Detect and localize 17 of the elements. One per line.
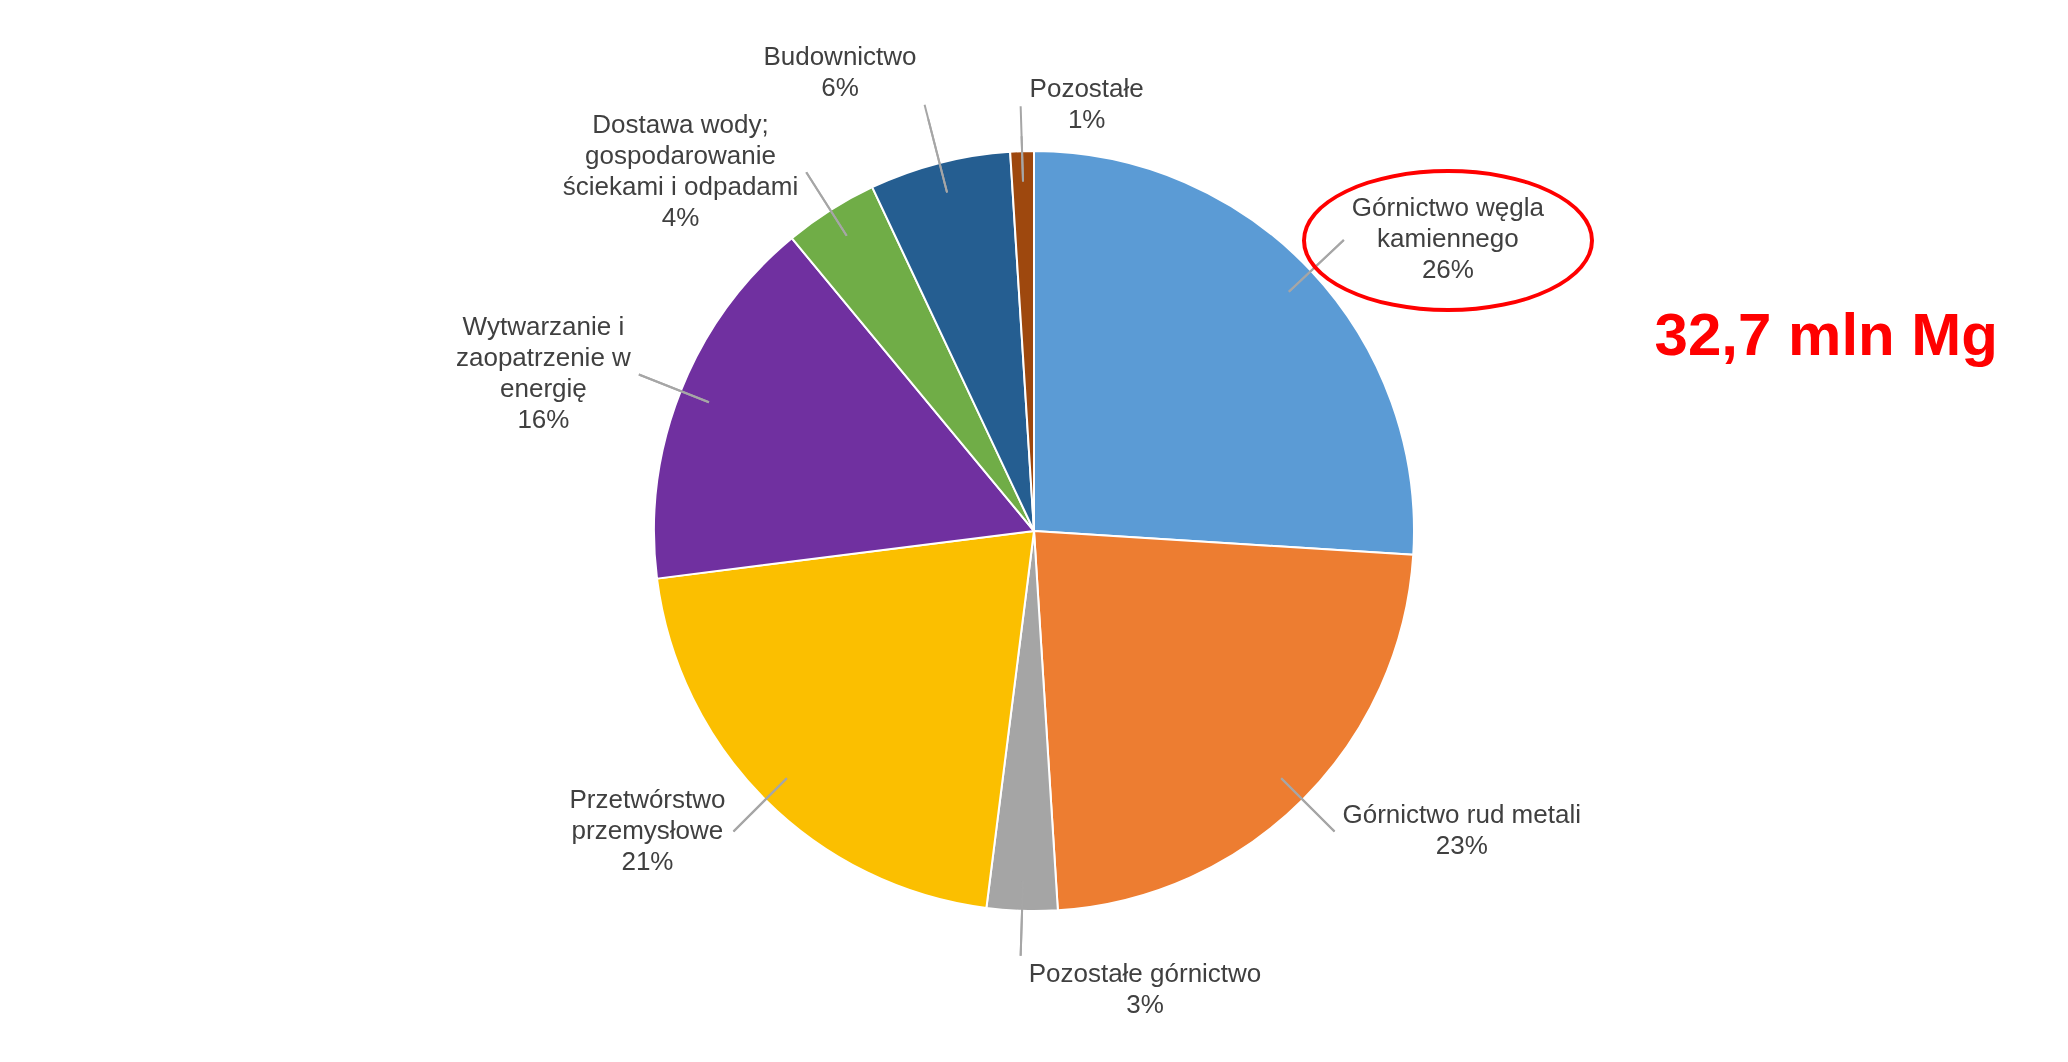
slice-label: Pozostałe górnictwo xyxy=(1028,958,1262,989)
data-label: 4% xyxy=(661,201,700,232)
data-label: 6% xyxy=(821,72,859,103)
slice-label: Pozostałe xyxy=(1029,72,1144,103)
data-label: 3% xyxy=(1126,989,1164,1020)
text: 32,7 mln Mg xyxy=(1654,300,1998,369)
slice-label: Górnictwo rud metali xyxy=(1342,799,1581,830)
data-label: 26% xyxy=(1421,254,1474,285)
slice-label: Dostawa wody; gospodarowanie ściekami i odpadami xyxy=(562,108,799,201)
slice-label: Wytwarzanie i zaopatrzenie w energię xyxy=(455,311,632,404)
data-label: 16% xyxy=(517,404,570,435)
slice-label: Górnictwo węgla kamiennego xyxy=(1351,192,1545,254)
data-label: 1% xyxy=(1067,103,1106,134)
data-label: 23% xyxy=(1435,830,1488,861)
slice-label: Przetwórstwo przemysłowe xyxy=(569,783,726,845)
data-label: 21% xyxy=(621,845,674,876)
slice-label: Budownictwo xyxy=(763,41,917,72)
